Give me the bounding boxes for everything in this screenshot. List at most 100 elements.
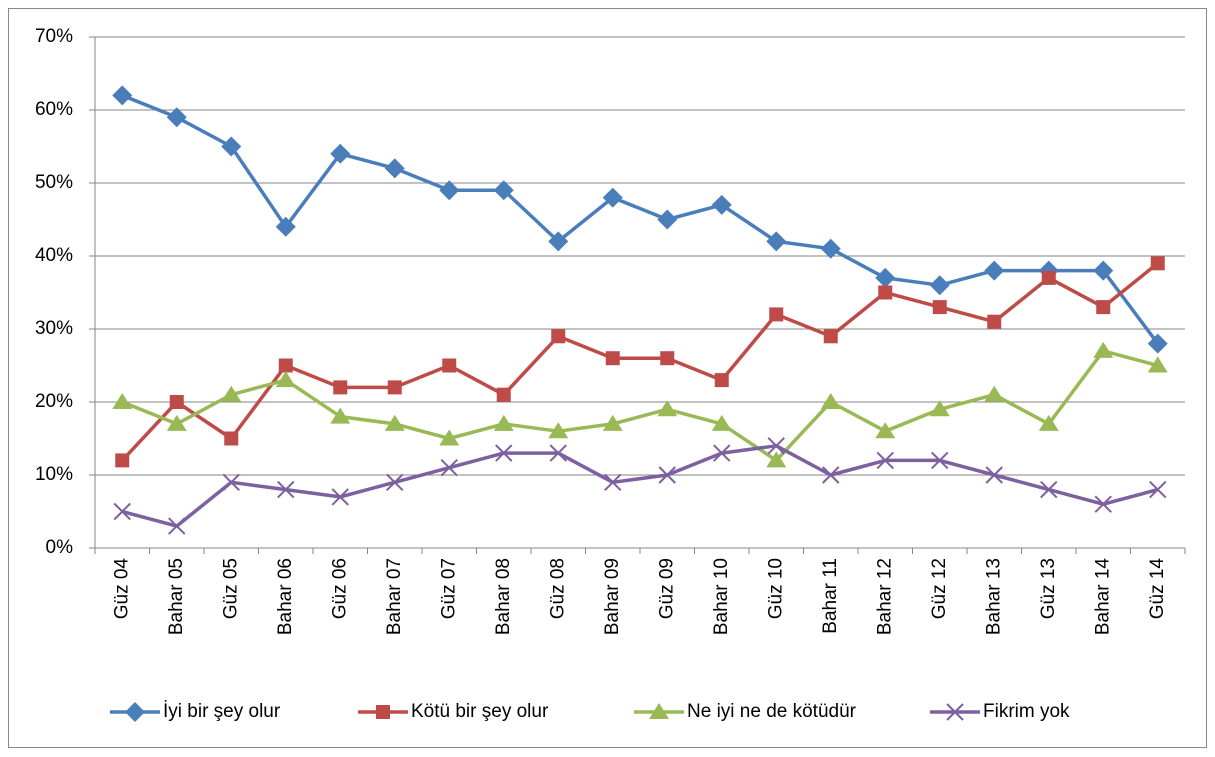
marker xyxy=(331,488,349,506)
marker xyxy=(384,158,405,179)
marker xyxy=(1038,414,1059,431)
y-tick-label: 50% xyxy=(35,172,73,193)
x-tick-label: Bahar 07 xyxy=(384,558,405,635)
marker xyxy=(333,380,348,395)
marker xyxy=(929,400,950,417)
marker xyxy=(820,238,841,259)
marker xyxy=(1093,341,1114,358)
marker xyxy=(985,466,1003,484)
x-tick-label: Güz 04 xyxy=(111,558,132,620)
marker xyxy=(766,451,787,468)
marker xyxy=(766,231,787,252)
marker xyxy=(496,387,511,402)
marker xyxy=(602,187,623,208)
chart-border xyxy=(8,8,1207,748)
marker xyxy=(769,307,784,322)
marker xyxy=(1149,480,1167,499)
legend-label: İyi bir şey olur xyxy=(163,701,281,722)
marker xyxy=(931,451,949,470)
marker xyxy=(112,85,133,106)
marker xyxy=(1147,333,1168,354)
marker xyxy=(113,502,131,521)
marker xyxy=(442,358,457,373)
marker xyxy=(605,351,620,366)
marker xyxy=(330,143,351,164)
x-tick-label: Güz 13 xyxy=(1038,558,1059,619)
series-line xyxy=(121,93,1160,345)
marker xyxy=(169,395,184,409)
x-tick-label: Güz 05 xyxy=(220,558,241,619)
marker xyxy=(222,473,240,492)
marker xyxy=(440,458,458,477)
marker xyxy=(551,329,566,344)
marker xyxy=(987,314,1002,329)
marker xyxy=(493,414,514,431)
marker xyxy=(876,451,894,470)
marker xyxy=(439,180,460,201)
marker xyxy=(166,414,187,431)
marker xyxy=(711,414,732,431)
x-tick-label: Bahar 10 xyxy=(711,558,732,635)
marker xyxy=(875,422,896,439)
marker xyxy=(493,180,514,201)
x-tick-label: Bahar 05 xyxy=(166,558,187,635)
marker xyxy=(767,437,785,455)
marker xyxy=(711,194,732,215)
marker xyxy=(984,260,1005,281)
marker xyxy=(112,393,133,409)
x-tick-label: Bahar 13 xyxy=(983,558,1004,635)
x-tick-label: Bahar 09 xyxy=(602,558,623,635)
marker xyxy=(549,444,567,462)
x-tick-label: Bahar 14 xyxy=(1092,558,1113,636)
marker xyxy=(823,329,838,344)
marker xyxy=(875,267,896,288)
marker xyxy=(275,216,296,237)
x-tick-label: Güz 07 xyxy=(438,558,459,619)
marker xyxy=(1147,356,1168,373)
marker xyxy=(387,380,402,395)
marker xyxy=(168,517,186,535)
legend-marker xyxy=(946,703,964,721)
marker xyxy=(602,414,623,431)
x-tick-label: Bahar 08 xyxy=(493,558,514,635)
marker xyxy=(714,373,729,388)
y-tick-label: 10% xyxy=(35,464,73,485)
y-tick-label: 70% xyxy=(35,26,73,47)
marker xyxy=(277,480,295,499)
marker xyxy=(495,444,513,462)
marker xyxy=(1093,260,1114,281)
marker xyxy=(278,358,293,373)
legend-marker xyxy=(649,703,669,719)
legend-marker xyxy=(376,705,390,719)
marker xyxy=(658,466,676,484)
marker xyxy=(1041,270,1056,285)
y-tick-label: 0% xyxy=(46,537,74,558)
marker xyxy=(660,351,675,366)
x-tick-label: Bahar 12 xyxy=(874,558,895,635)
marker xyxy=(548,231,569,252)
marker xyxy=(275,371,296,388)
x-tick-label: Güz 06 xyxy=(329,558,350,619)
x-tick-label: Güz 10 xyxy=(765,558,786,619)
marker xyxy=(1150,256,1165,271)
y-tick-label: 20% xyxy=(35,391,73,412)
marker xyxy=(386,473,404,492)
marker xyxy=(657,209,678,230)
x-tick-label: Güz 12 xyxy=(929,558,950,619)
marker xyxy=(1096,300,1111,315)
x-tick-label: Güz 09 xyxy=(656,558,677,619)
marker xyxy=(878,285,893,300)
marker xyxy=(384,414,405,431)
y-tick-label: 60% xyxy=(35,99,73,120)
marker xyxy=(330,407,351,424)
marker xyxy=(1040,480,1058,499)
marker xyxy=(224,431,239,446)
marker xyxy=(657,400,678,417)
marker xyxy=(932,300,947,315)
x-tick-label: Bahar 06 xyxy=(275,558,296,635)
legend-label: Ne iyi ne de kötüdür xyxy=(687,701,857,722)
marker xyxy=(822,466,840,484)
marker xyxy=(221,136,242,157)
marker xyxy=(166,107,187,128)
